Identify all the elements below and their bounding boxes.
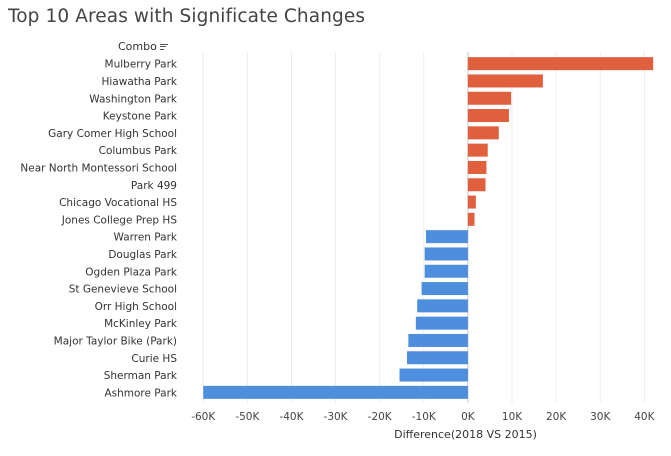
bar — [424, 264, 468, 278]
category-label: Near North Montessori School — [20, 162, 177, 174]
bar — [424, 247, 468, 261]
bar — [408, 333, 468, 347]
category-label: Curie HS — [131, 353, 177, 365]
sort-icon[interactable] — [159, 43, 168, 51]
category-label: Columbus Park — [99, 145, 178, 157]
x-tick-label: -30K — [324, 411, 349, 423]
x-tick-label: -10K — [412, 411, 437, 423]
bar — [467, 160, 487, 174]
category-label: Hiawatha Park — [101, 76, 177, 88]
bar — [467, 195, 476, 209]
combo-header-label: Combo — [118, 40, 157, 53]
category-label: Douglas Park — [108, 249, 178, 261]
bar — [407, 351, 468, 365]
combo-column-header[interactable]: Combo — [118, 40, 168, 53]
category-label: Chicago Vocational HS — [59, 197, 177, 209]
category-label: Sherman Park — [104, 370, 178, 382]
bar — [467, 178, 486, 192]
category-label: Ashmore Park — [104, 387, 177, 399]
x-tick-label: -20K — [368, 411, 393, 423]
bar — [467, 212, 475, 226]
bar — [467, 74, 543, 88]
bar — [399, 368, 468, 382]
category-label: McKinley Park — [104, 318, 178, 330]
bar — [426, 230, 468, 244]
category-label: Major Taylor Bike (Park) — [54, 335, 177, 347]
x-axis-label: Difference(2018 VS 2015) — [394, 428, 537, 441]
bar — [415, 316, 468, 330]
x-tick-label: 40K — [634, 411, 655, 423]
bar — [203, 385, 468, 399]
category-label: Washington Park — [89, 93, 178, 105]
chart-title: Top 10 Areas with Significate Changes — [8, 6, 366, 27]
category-label: Jones College Prep HS — [61, 214, 178, 226]
bar — [467, 109, 509, 123]
category-label: Gary Comer High School — [48, 128, 177, 140]
category-label: Ogden Plaza Park — [85, 266, 178, 278]
category-label: Warren Park — [113, 232, 177, 244]
bar — [467, 57, 654, 71]
x-tick-label: 20K — [546, 411, 567, 423]
bar — [417, 299, 468, 313]
bar — [421, 282, 468, 296]
x-tick-label: -60K — [191, 411, 216, 423]
x-tick-label: -50K — [235, 411, 260, 423]
x-tick-label: 0K — [461, 411, 476, 423]
category-label: Mulberry Park — [105, 59, 178, 71]
bar — [467, 126, 499, 140]
category-label: Keystone Park — [103, 111, 178, 123]
x-tick-label: -40K — [279, 411, 304, 423]
x-tick-label: 10K — [502, 411, 523, 423]
category-label: Park 499 — [131, 180, 177, 192]
bar — [467, 143, 488, 157]
category-label: Orr High School — [95, 301, 177, 313]
bar — [467, 91, 512, 105]
x-tick-label: 30K — [590, 411, 611, 423]
category-label: St Genevieve School — [69, 284, 177, 296]
